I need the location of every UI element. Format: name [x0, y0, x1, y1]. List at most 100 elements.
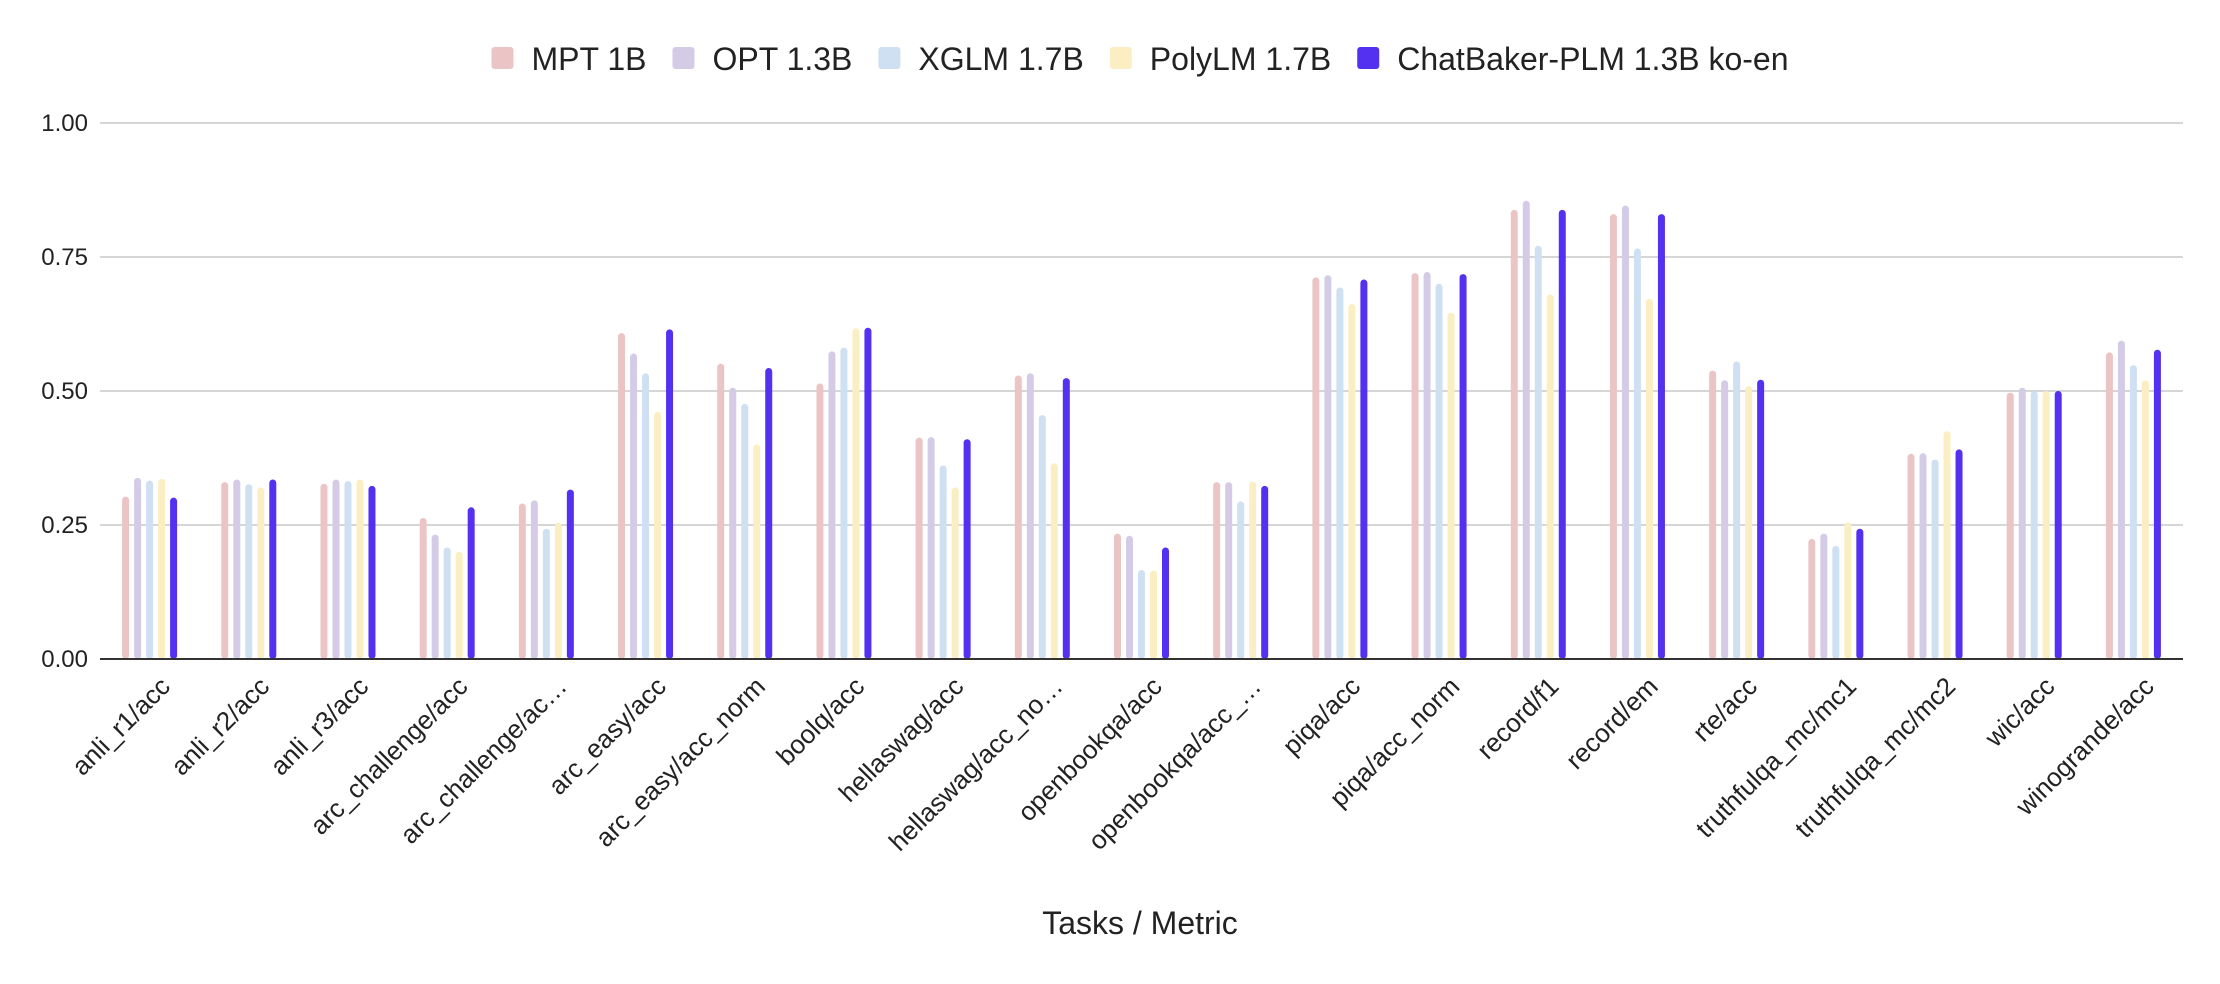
- bar-polylm-1-7b-20: [2141, 380, 2149, 659]
- legend-item: XGLM 1.7B: [878, 41, 1084, 77]
- bar-mpt-1b-12: [1312, 277, 1320, 659]
- bar-xglm-1-7b-13: [1435, 283, 1443, 659]
- bar-mpt-1b-2: [320, 483, 328, 659]
- bar-polylm-1-7b-9: [1050, 463, 1058, 659]
- x-axis-title: Tasks / Metric: [1042, 905, 1238, 941]
- bar-opt-1-3b-11: [1225, 482, 1233, 659]
- bar-xglm-1-7b-4: [542, 528, 550, 659]
- bar-polylm-1-7b-10: [1150, 570, 1157, 659]
- bar-xglm-1-7b-14: [1534, 245, 1542, 659]
- bar-opt-1-3b-20: [2117, 340, 2125, 659]
- bar-chatbaker-plm-1-3b-ko-en-15: [1657, 214, 1665, 659]
- bar-opt-1-3b-2: [332, 479, 340, 659]
- bar-mpt-1b-13: [1411, 273, 1419, 659]
- x-category-label: wic/acc: [1978, 671, 2060, 753]
- bar-xglm-1-7b-17: [1832, 545, 1840, 659]
- legend-label: MPT 1B: [531, 41, 646, 77]
- x-axis-category-labels: anli_r1/accanli_r2/accanli_r3/accarc_cha…: [66, 671, 2160, 857]
- bar-xglm-1-7b-11: [1237, 501, 1245, 659]
- legend-item: ChatBaker-PLM 1.3B ko-en: [1357, 41, 1789, 77]
- bar-xglm-1-7b-1: [245, 484, 253, 659]
- bar-mpt-1b-4: [518, 503, 526, 659]
- bar-polylm-1-7b-17: [1844, 522, 1852, 659]
- bar-polylm-1-7b-0: [158, 478, 166, 659]
- bar-mpt-1b-7: [816, 383, 824, 659]
- bar-opt-1-3b-15: [1621, 205, 1629, 659]
- bar-opt-1-3b-14: [1522, 200, 1530, 659]
- bar-polylm-1-7b-11: [1249, 481, 1257, 659]
- legend-swatch: [1109, 47, 1132, 69]
- bar-chatbaker-plm-1-3b-ko-en-0: [170, 497, 178, 659]
- bar-xglm-1-7b-3: [443, 547, 451, 659]
- y-tick-label: 0.00: [41, 646, 88, 673]
- bar-xglm-1-7b-10: [1138, 570, 1145, 659]
- bar-mpt-1b-17: [1808, 538, 1816, 659]
- bar-chatbaker-plm-1-3b-ko-en-16: [1757, 379, 1765, 659]
- bar-xglm-1-7b-0: [146, 480, 154, 659]
- bar-polylm-1-7b-15: [1645, 298, 1653, 659]
- bar-xglm-1-7b-8: [939, 465, 947, 659]
- bar-xglm-1-7b-15: [1633, 248, 1641, 659]
- x-category-label: rte/acc: [1686, 671, 1762, 747]
- x-category-label: hellaswag/acc_no…: [883, 671, 1069, 857]
- bar-opt-1-3b-0: [134, 477, 142, 659]
- bar-polylm-1-7b-12: [1348, 304, 1356, 659]
- bar-polylm-1-7b-18: [1943, 431, 1951, 659]
- bar-xglm-1-7b-7: [840, 347, 848, 659]
- bar-chatbaker-plm-1-3b-ko-en-1: [269, 479, 277, 659]
- legend-label: OPT 1.3B: [712, 41, 852, 77]
- bar-chatbaker-plm-1-3b-ko-en-4: [566, 489, 574, 659]
- y-axis-ticks: 0.00 0.25 0.50 0.75 1.00: [41, 110, 88, 673]
- bar-opt-1-3b-4: [530, 500, 538, 659]
- bar-opt-1-3b-19: [2018, 387, 2026, 659]
- bar-mpt-1b-6: [717, 363, 725, 659]
- x-category-label: arc_challenge/ac…: [394, 671, 573, 850]
- x-category-label: anli_r1/acc: [66, 671, 176, 781]
- bars: [122, 200, 2161, 659]
- x-category-label: piqa/acc: [1276, 671, 1366, 761]
- bar-chatbaker-plm-1-3b-ko-en-19: [2054, 391, 2062, 659]
- bar-polylm-1-7b-16: [1745, 386, 1753, 659]
- x-category-label: boolq/acc: [770, 671, 870, 771]
- bar-chatbaker-plm-1-3b-ko-en-13: [1459, 274, 1467, 659]
- bar-polylm-1-7b-7: [852, 328, 860, 659]
- bar-mpt-1b-19: [2006, 392, 2014, 659]
- bar-opt-1-3b-8: [927, 437, 935, 659]
- bar-xglm-1-7b-5: [642, 373, 650, 659]
- grid-lines: [100, 122, 2183, 526]
- bar-chatbaker-plm-1-3b-ko-en-2: [368, 485, 376, 659]
- x-category-label: openbookqa/acc_…: [1082, 671, 1267, 856]
- bar-mpt-1b-3: [419, 518, 427, 659]
- bar-chatbaker-plm-1-3b-ko-en-20: [2153, 349, 2161, 659]
- bar-opt-1-3b-6: [729, 387, 737, 659]
- legend-label: ChatBaker-PLM 1.3B ko-en: [1397, 41, 1788, 77]
- bar-xglm-1-7b-6: [741, 403, 749, 659]
- legend-item: OPT 1.3B: [672, 41, 852, 77]
- legend-swatch: [672, 47, 695, 69]
- bar-opt-1-3b-7: [828, 351, 836, 659]
- legend-swatch: [491, 47, 514, 69]
- bar-mpt-1b-8: [915, 437, 923, 659]
- bar-chatbaker-plm-1-3b-ko-en-17: [1856, 528, 1864, 659]
- bar-mpt-1b-20: [2105, 352, 2113, 659]
- bar-polylm-1-7b-13: [1447, 312, 1455, 659]
- bar-chatbaker-plm-1-3b-ko-en-8: [963, 439, 971, 659]
- bar-mpt-1b-1: [221, 482, 229, 659]
- bar-chatbaker-plm-1-3b-ko-en-14: [1558, 209, 1566, 659]
- bar-xglm-1-7b-19: [2030, 391, 2038, 659]
- bar-opt-1-3b-10: [1126, 535, 1133, 659]
- bar-mpt-1b-15: [1609, 214, 1617, 659]
- bar-polylm-1-7b-1: [257, 487, 265, 659]
- legend-item: PolyLM 1.7B: [1109, 41, 1331, 77]
- legend-swatch: [1357, 47, 1380, 69]
- bar-opt-1-3b-9: [1026, 373, 1034, 659]
- bar-xglm-1-7b-20: [2129, 365, 2137, 659]
- bar-chatbaker-plm-1-3b-ko-en-11: [1261, 485, 1269, 659]
- bar-xglm-1-7b-12: [1336, 287, 1344, 659]
- bar-opt-1-3b-5: [630, 353, 638, 659]
- bar-chatbaker-plm-1-3b-ko-en-5: [666, 329, 674, 659]
- x-category-label: record/em: [1560, 671, 1664, 775]
- bar-xglm-1-7b-18: [1931, 459, 1939, 659]
- legend-item: MPT 1B: [491, 41, 646, 77]
- bar-chatbaker-plm-1-3b-ko-en-18: [1955, 449, 1963, 659]
